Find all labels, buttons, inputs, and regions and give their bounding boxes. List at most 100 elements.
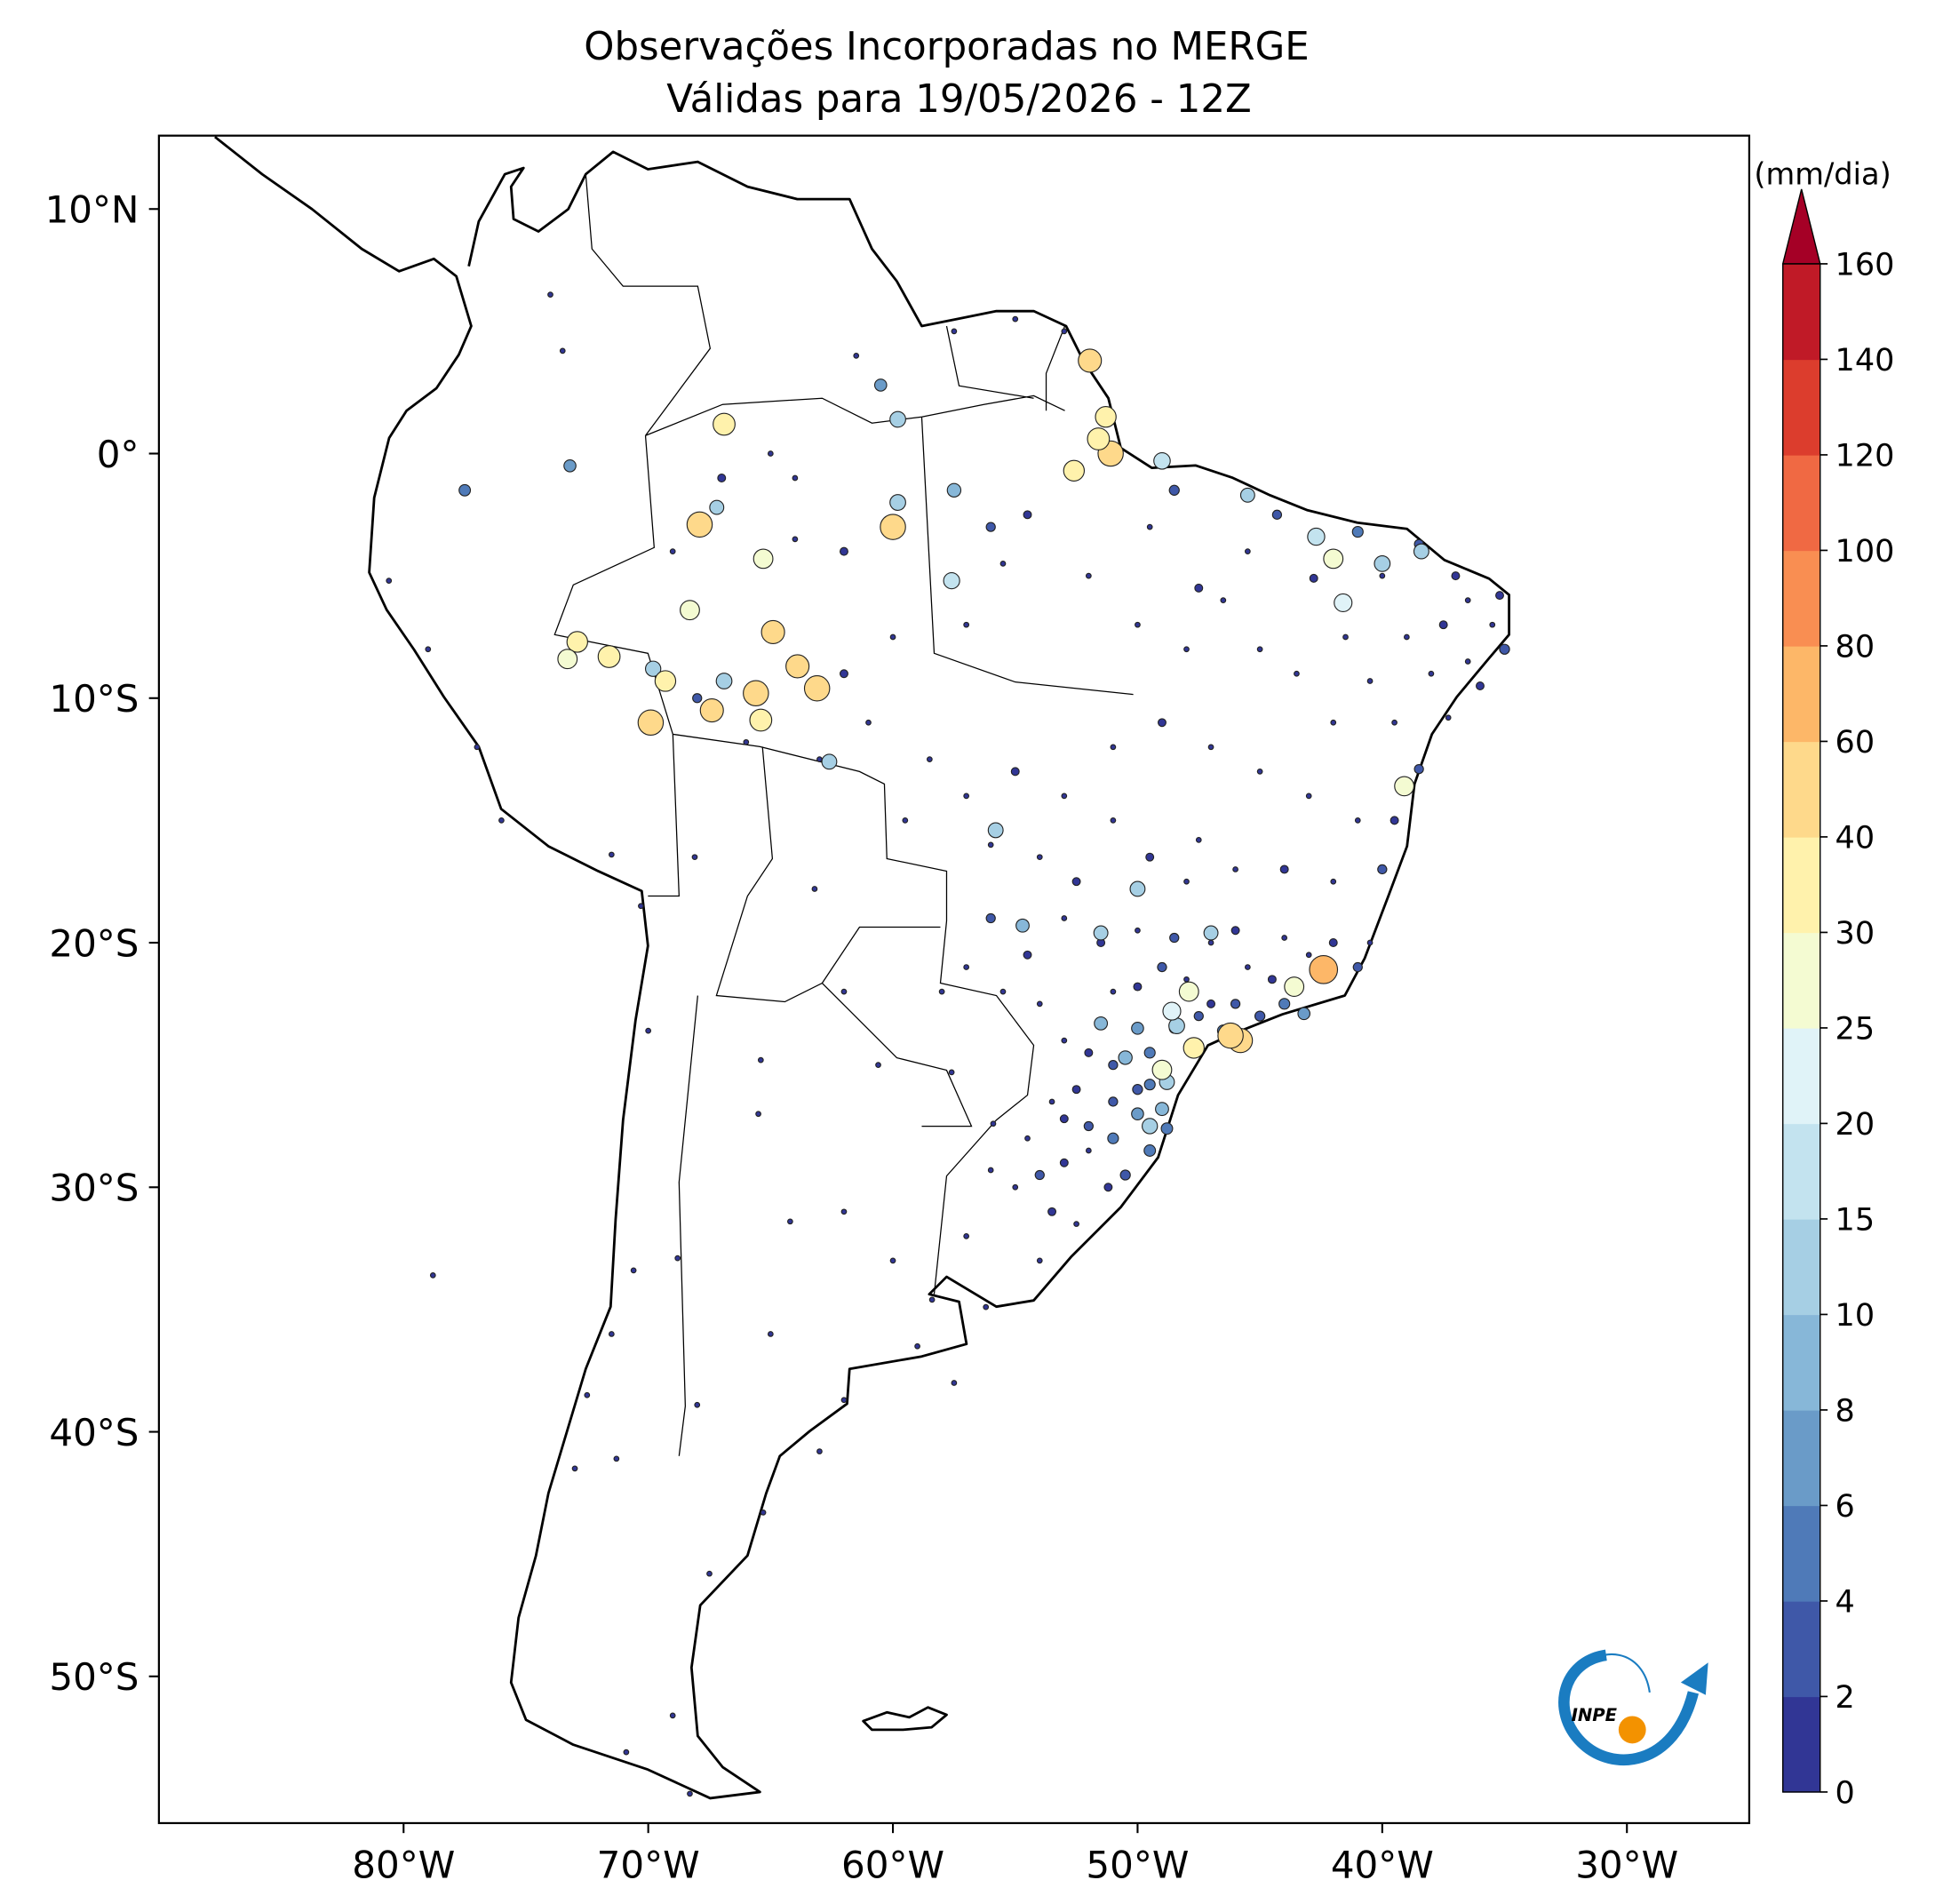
station [1119, 1169, 1131, 1181]
station [687, 1790, 693, 1797]
colorbar-band [1782, 1409, 1820, 1507]
colorbar-tick-label: 2 [1835, 1680, 1855, 1716]
station [498, 817, 505, 824]
station [951, 328, 958, 335]
station [1169, 932, 1180, 944]
station [938, 988, 945, 995]
station [755, 1111, 761, 1118]
colorbar-tick-label: 6 [1835, 1489, 1855, 1525]
station [963, 793, 970, 800]
station [1305, 793, 1312, 800]
colorbar-tick-label: 100 [1835, 534, 1895, 570]
station [787, 1218, 793, 1225]
station [792, 474, 799, 482]
station [902, 817, 909, 824]
colorbar-band [1782, 1505, 1820, 1602]
station [963, 1232, 970, 1239]
station [1330, 719, 1337, 726]
colorbar-tick-label: 20 [1835, 1107, 1875, 1143]
station [1061, 793, 1068, 800]
station [713, 412, 736, 436]
station [1305, 952, 1312, 959]
y-tick-label: 40°S [49, 1411, 139, 1454]
station [1183, 878, 1190, 885]
station [1254, 1010, 1266, 1022]
axes: 80°W 70°W 60°W 50°W 40°W 30°W 10°N 0° 10°S 20°S 30… [45, 188, 1679, 1887]
y-tick-label: 0° [97, 433, 139, 476]
station [1394, 776, 1415, 797]
station [889, 494, 906, 511]
station [1146, 523, 1153, 530]
station [1230, 926, 1240, 936]
station [1256, 768, 1263, 775]
station [1328, 938, 1338, 947]
station [1183, 976, 1190, 983]
falklands [862, 1706, 948, 1732]
colorbar-band [1782, 1123, 1820, 1220]
station [792, 536, 799, 543]
station [1036, 854, 1043, 861]
colorbar-band [1782, 741, 1820, 838]
station [760, 1510, 767, 1516]
colorbar-band [1782, 359, 1820, 456]
station [597, 645, 621, 668]
station [1048, 1098, 1055, 1105]
station [743, 738, 750, 745]
station [987, 1167, 994, 1174]
station [1108, 1060, 1119, 1071]
station [1023, 510, 1032, 520]
colorbar-label: (mm/dia) [1754, 156, 1891, 191]
station [715, 673, 733, 689]
station [1495, 591, 1504, 601]
station [1087, 427, 1111, 450]
colorbar-band [1782, 932, 1820, 1029]
station [1354, 817, 1361, 824]
map-subtitle: Válidas para 19/05/2026 - 12Z [666, 77, 1251, 122]
station [990, 1120, 997, 1127]
station [1110, 817, 1117, 824]
station [1131, 1107, 1144, 1121]
station [1193, 1010, 1204, 1022]
station [1061, 1037, 1068, 1044]
stations [386, 291, 1510, 1797]
coastline [214, 135, 1510, 1800]
logo-sun [1618, 1716, 1646, 1744]
y-tick-label: 10°S [49, 677, 139, 721]
station [1271, 509, 1283, 520]
station [613, 1455, 620, 1462]
station [1129, 880, 1146, 897]
colorbar-tick-label: 120 [1835, 439, 1895, 474]
station [840, 988, 848, 995]
station [571, 1465, 578, 1472]
station [1071, 1085, 1081, 1095]
station [1278, 998, 1291, 1010]
station [474, 744, 481, 751]
colorbar-band [1782, 645, 1820, 743]
station [1438, 620, 1448, 630]
station [1307, 527, 1326, 546]
station [1379, 572, 1386, 579]
station [1206, 999, 1216, 1008]
station [1155, 1102, 1169, 1117]
station [1351, 526, 1364, 538]
station [914, 1342, 920, 1350]
station [1133, 982, 1143, 992]
station [811, 886, 818, 892]
station [1334, 593, 1353, 612]
station [889, 633, 896, 641]
station [1168, 484, 1180, 496]
station [674, 1255, 681, 1262]
colorbar-band [1782, 1600, 1820, 1698]
station [425, 646, 432, 653]
station [1110, 988, 1117, 995]
station [1230, 999, 1241, 1009]
station [1023, 950, 1032, 960]
station [1095, 406, 1117, 428]
station [1281, 935, 1288, 941]
station [1451, 571, 1461, 581]
station [1207, 939, 1214, 946]
station [1256, 646, 1263, 653]
station [1279, 864, 1289, 874]
station [1084, 1048, 1094, 1057]
